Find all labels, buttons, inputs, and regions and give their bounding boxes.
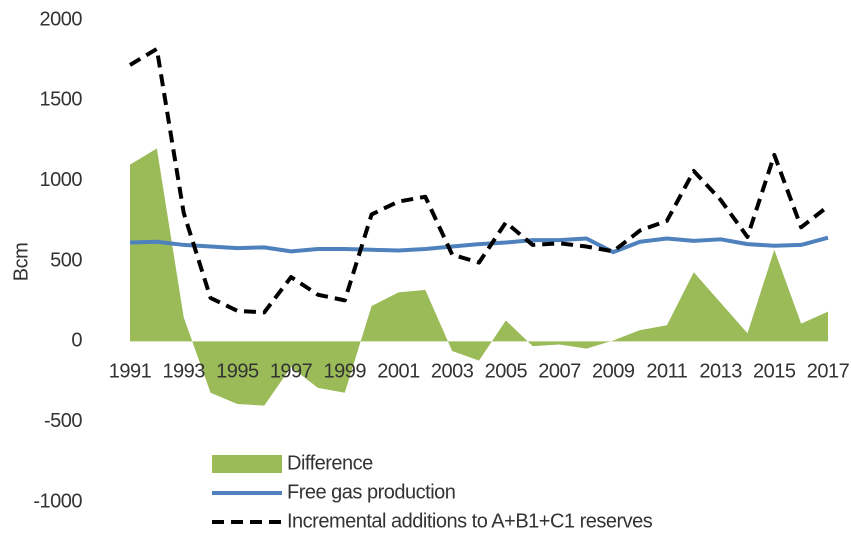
- x-tick-label: 1997: [270, 360, 313, 382]
- y-tick-label: 1000: [40, 169, 83, 191]
- x-tick-label: 2013: [699, 360, 742, 382]
- y-tick-label: -1000: [33, 490, 82, 512]
- line: [128, 46, 830, 315]
- legend-label: Difference: [287, 452, 373, 474]
- legend-swatch: [212, 455, 282, 473]
- x-tick-label: 1993: [162, 360, 205, 382]
- x-tick-label: 2005: [485, 360, 528, 382]
- x-tick-label: 2017: [807, 360, 850, 382]
- x-tick-label: 1999: [324, 360, 367, 382]
- legend-label: Free gas production: [287, 481, 455, 503]
- y-tick-label: 0: [71, 330, 82, 352]
- y-axis-label: Bcm: [10, 243, 32, 282]
- x-tick-label: 1995: [216, 360, 259, 382]
- y-tick-label: 2000: [40, 8, 83, 30]
- x-tick-label: 2009: [592, 360, 635, 382]
- line: [129, 235, 829, 255]
- x-tick-label: 2011: [646, 360, 687, 382]
- y-tick-label: 1500: [40, 89, 83, 111]
- x-tick-label: 1991: [109, 360, 152, 382]
- area: [130, 148, 828, 406]
- legend-label: Incremental additions to A+B1+C1 reserve…: [287, 510, 653, 532]
- x-tick-label: 2015: [753, 360, 796, 382]
- y-tick-label: -500: [44, 410, 82, 432]
- x-tick-label: 2007: [538, 360, 581, 382]
- x-tick-label: 2003: [431, 360, 474, 382]
- y-tick-label: 500: [50, 249, 82, 271]
- x-tick-label: 2001: [377, 360, 420, 382]
